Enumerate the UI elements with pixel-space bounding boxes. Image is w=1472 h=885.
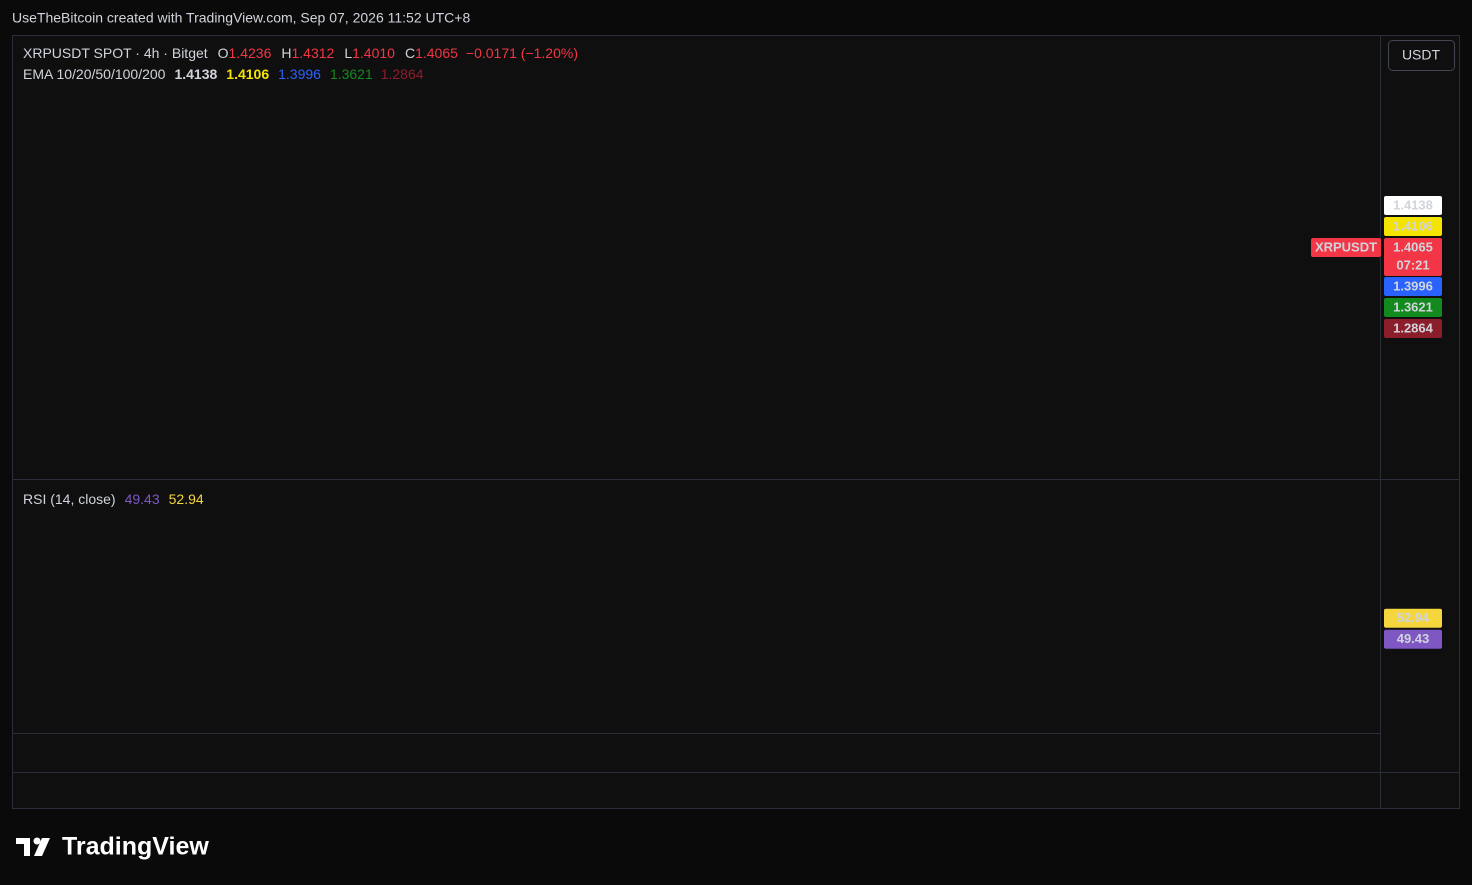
currency-button[interactable] [1388,40,1455,71]
price-badge-label: 1.3996 [1393,278,1433,293]
price-badge-label: 1.2864 [1393,320,1434,335]
ema-value: 1.3996 [278,66,321,82]
rsi-value: 49.43 [125,491,160,507]
price-badge [1384,196,1442,215]
ohlc-key: O [218,45,229,61]
ohlc-value: 1.4065 [415,45,458,61]
rsi-title: RSI (14, close) [23,491,116,507]
price-badge [1384,277,1442,296]
price-badge-label: 1.4106 [1393,218,1433,233]
logo-icon [16,838,30,856]
price-badge-label: XRPUSDT [1315,239,1377,254]
symbol-legend: XRPUSDT SPOT · 4h · Bitget O1.4236 H1.4312… [23,45,578,61]
rsi-value: 52.94 [169,491,204,507]
ema-value: 1.4138 [174,66,217,82]
ohlc-value: 1.4010 [352,45,395,61]
ema-value: 1.4106 [226,66,269,82]
ema-value: 1.3621 [330,66,373,82]
price-badge [1384,217,1442,236]
logo: TradingView [16,833,209,861]
price-badge-label: 49.43 [1397,631,1430,646]
currency-label[interactable]: USDT [1402,47,1441,63]
ohlc-value: 1.4312 [292,45,335,61]
ohlc-key: H [281,45,291,61]
price-badge [1384,319,1442,338]
chart-panel [12,35,1460,809]
logo-icon [33,837,41,845]
badges: 1.4138 1.4106 XRPUSDT 1.4065 07:21 1.3996 1.36… [1311,196,1442,649]
price-badge [1384,238,1442,276]
price-badge-label: 1.4065 [1393,239,1433,254]
ema-legend: EMA 10/20/50/100/200 1.4138 1.4106 1.3996 1.… [23,66,424,82]
ema-title: EMA 10/20/50/100/200 [23,66,166,82]
ema-value: 1.2864 [381,66,424,82]
change-value: −0.0171 (−1.20%) [466,45,578,61]
price-badge [1384,298,1442,317]
logo-text: TradingView [62,833,209,861]
ohlc-key: L [344,45,352,61]
price-badge [1384,608,1442,628]
ohlc-key: C [405,45,415,61]
rsi-legend: RSI (14, close) 49.43 52.94 [23,491,204,507]
logo-icon [34,838,50,856]
price-badge-label: 1.3621 [1393,299,1433,314]
ohlc-value: 1.4236 [229,45,272,61]
price-badge [1311,238,1381,257]
price-badge [1384,629,1442,649]
symbol-title: XRPUSDT SPOT · 4h · Bitget [23,45,208,61]
countdown-label: 07:21 [1396,257,1429,272]
price-badge-label: 1.4138 [1393,197,1433,212]
price-badge-label: 52.94 [1397,610,1430,625]
header-text: UseTheBitcoin created with TradingView.c… [12,10,470,26]
